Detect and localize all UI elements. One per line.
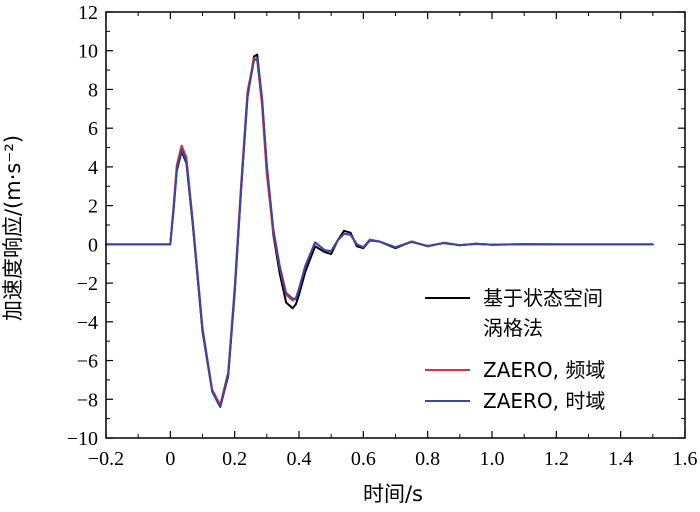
series-lines <box>105 53 654 408</box>
y-axis-title: 加速度响应/(m·s⁻²) <box>1 135 25 321</box>
plot-area-frame <box>105 11 686 439</box>
legend-label-state-space-line2: 涡格法 <box>483 316 543 340</box>
legend-label-zaero-freq: ZAERO, 频域 <box>483 358 605 382</box>
x-tick-label: 1.4 <box>608 448 633 470</box>
x-tick-labels: −0.2 0 0.2 0.4 0.6 0.8 1.0 1.2 1.4 1.6 <box>88 448 698 470</box>
y-tick-label: 0 <box>88 234 98 256</box>
legend-label-zaero-time: ZAERO, 时域 <box>483 389 605 413</box>
x-tick-label: 1.6 <box>673 448 698 470</box>
series-line-zaero-freq <box>105 57 654 407</box>
y-tick-label: −2 <box>77 273 98 295</box>
y-tick-label: 4 <box>88 157 98 179</box>
y-tick-label: 12 <box>78 2 98 24</box>
y-tick-label: 10 <box>78 41 98 63</box>
x-tick-label: 0.8 <box>415 448 440 470</box>
series-line-state-space <box>105 53 654 408</box>
x-tick-label: 1.2 <box>544 448 569 470</box>
series-line-zaero-time <box>105 57 654 408</box>
x-tick-label: 0 <box>165 448 175 470</box>
legend-label-state-space-line1: 基于状态空间 <box>483 286 603 310</box>
y-tick-label: −4 <box>77 312 98 334</box>
y-tick-label: 6 <box>88 118 98 140</box>
y-tick-label: −8 <box>77 389 98 411</box>
x-tick-label: −0.2 <box>88 448 124 470</box>
legend: 基于状态空间 涡格法 ZAERO, 频域 ZAERO, 时域 <box>425 286 605 413</box>
y-tick-label: 8 <box>88 79 98 101</box>
x-tick-label: 0.6 <box>351 448 376 470</box>
x-axis-title: 时间/s <box>363 482 423 506</box>
x-tick-label: 0.2 <box>222 448 247 470</box>
x-tick-label: 1.0 <box>480 448 505 470</box>
y-tick-label: −10 <box>67 428 98 450</box>
y-tick-label: 2 <box>88 196 98 218</box>
y-tick-label: −6 <box>77 351 98 373</box>
x-tick-label: 0.4 <box>287 448 312 470</box>
y-tick-labels: −10 −8 −6 −4 −2 0 2 4 6 8 10 12 <box>67 2 98 450</box>
